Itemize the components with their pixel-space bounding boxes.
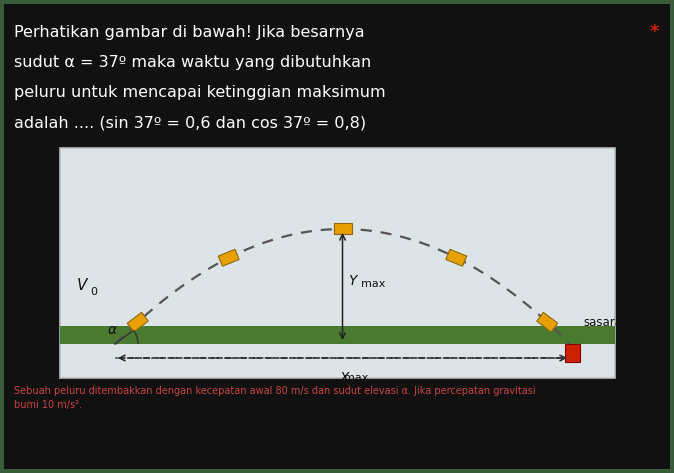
Polygon shape (334, 224, 352, 235)
Text: Perhatikan gambar di bawah! Jika besarnya: Perhatikan gambar di bawah! Jika besarny… (14, 25, 365, 40)
Bar (565, 344, 580, 362)
Text: adalah .... (sin 37º = 0,6 dan cos 37º = 0,8): adalah .... (sin 37º = 0,6 dan cos 37º =… (14, 115, 366, 130)
Text: sasaran: sasaran (583, 315, 630, 329)
Text: α: α (108, 323, 117, 337)
Bar (60, 148, 615, 378)
Text: bumi 10 m/s².: bumi 10 m/s². (14, 400, 82, 410)
Bar (4, 380, 670, 469)
Text: sudut α = 37º maka waktu yang dibutuhkan: sudut α = 37º maka waktu yang dibutuhkan (14, 55, 371, 70)
Text: peluru untuk mencapai ketinggian maksimum: peluru untuk mencapai ketinggian maksimu… (14, 85, 386, 100)
Polygon shape (127, 312, 148, 332)
Text: max: max (344, 373, 369, 383)
Polygon shape (446, 249, 466, 266)
Text: Y: Y (348, 274, 357, 288)
Polygon shape (218, 249, 239, 266)
Text: X: X (340, 371, 349, 385)
Text: Sebuah peluru ditembakkan dengan kecepatan awal 80 m/s dan sudut elevasi α. Jika: Sebuah peluru ditembakkan dengan kecepat… (14, 386, 536, 396)
Text: max: max (361, 279, 385, 289)
Bar (60, 326, 615, 344)
Text: 0: 0 (90, 287, 97, 297)
Text: *: * (650, 23, 659, 41)
Text: V: V (77, 279, 88, 294)
Polygon shape (537, 312, 558, 332)
